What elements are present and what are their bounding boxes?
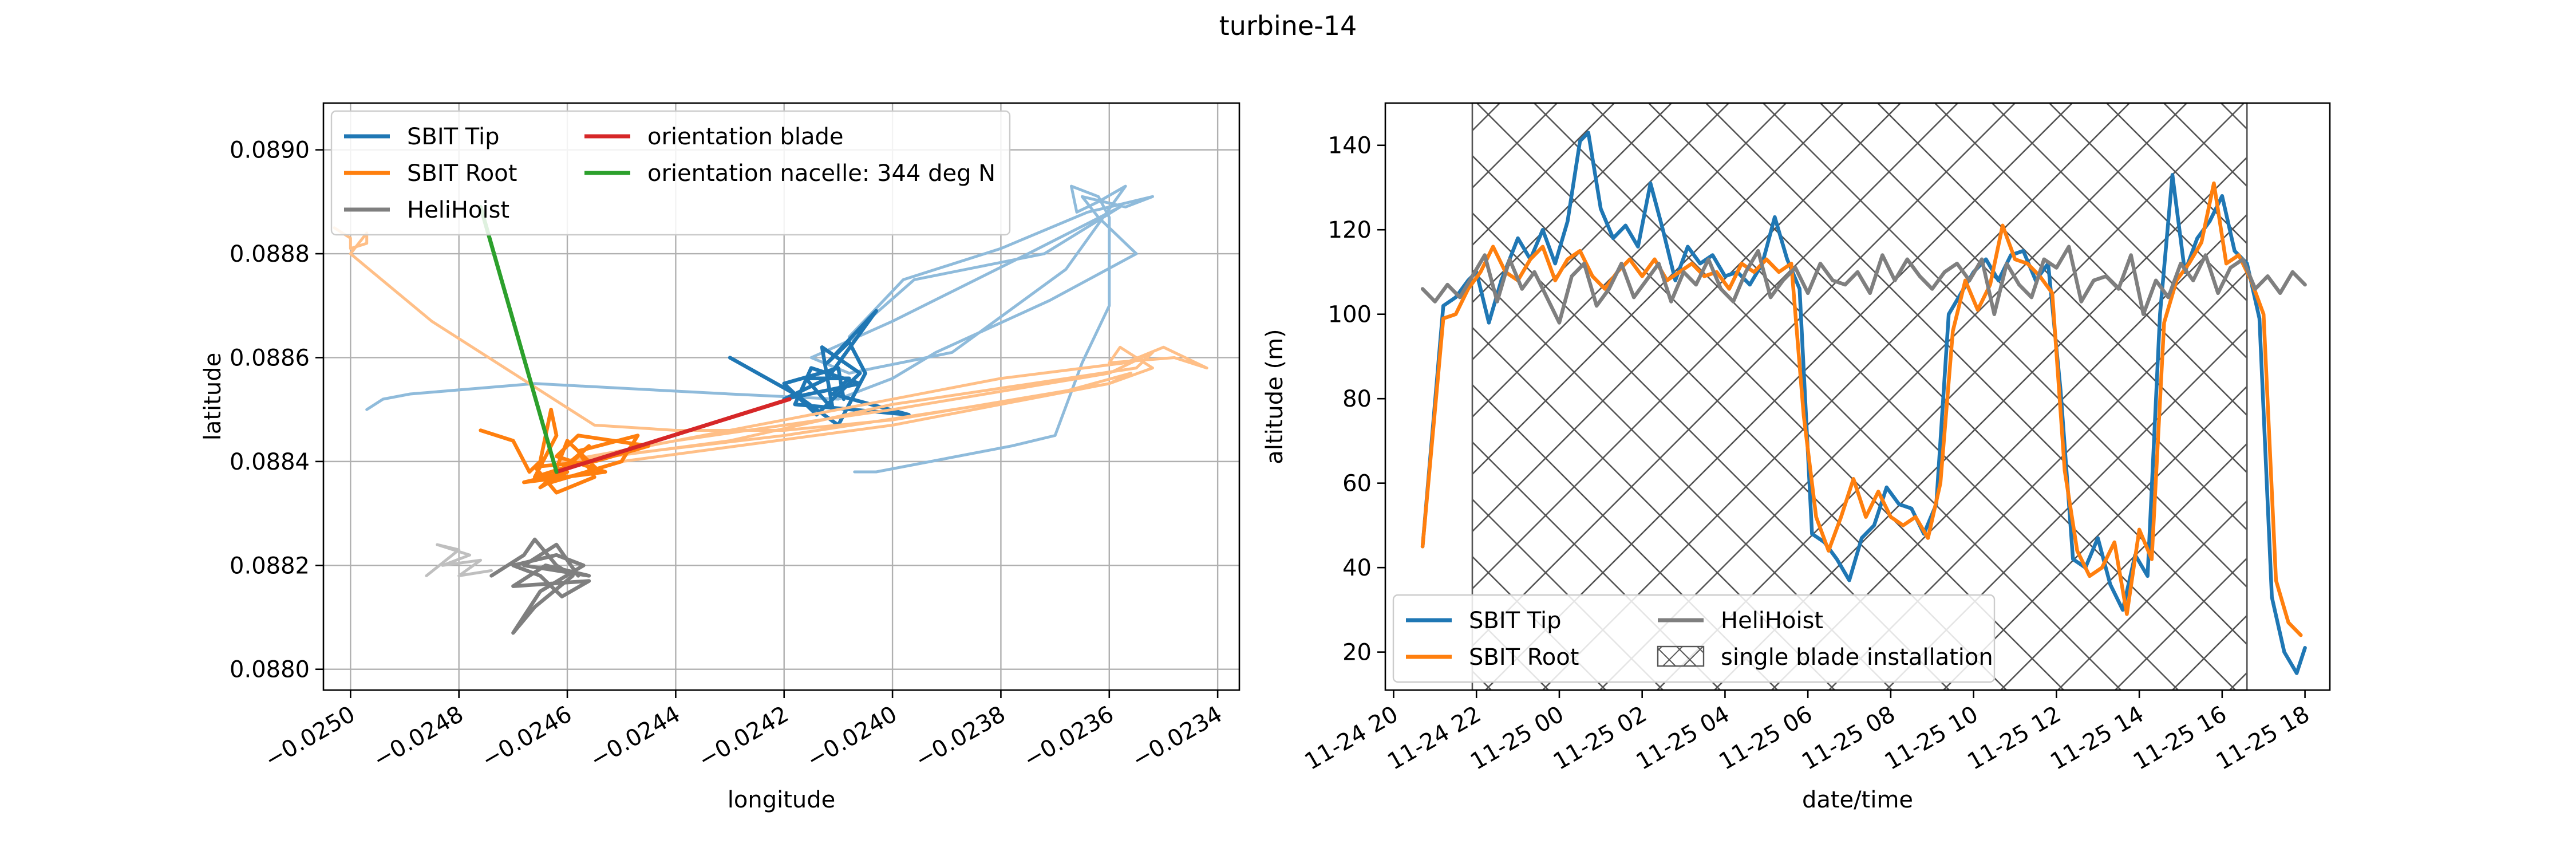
legend: SBIT Tip SBIT Root HeliHoist single blade i… <box>1392 594 1996 683</box>
series-line-sbit-tip-faded <box>365 184 1154 474</box>
legend-box <box>330 110 1011 236</box>
x-tick-label: −0.0248 <box>369 701 468 774</box>
y-tick-label: 20 <box>1342 640 1372 666</box>
legend-label-sbit-tip: SBIT Tip <box>407 124 499 150</box>
series-line-sbit-root-faded <box>333 226 1208 463</box>
legend-label-sbit-tip: SBIT Tip <box>1469 608 1561 634</box>
span-single-blade-installation <box>1471 102 2248 691</box>
x-tick-label: 11-25 02 <box>1549 701 1652 775</box>
legend-label-single-blade-installation: single blade installation <box>1721 644 1993 671</box>
x-tick-label: 11-25 14 <box>2046 701 2148 775</box>
axes-frame <box>322 102 1240 691</box>
x-axis-label: date/time <box>1802 787 1913 813</box>
series-line-sbit-root <box>1420 181 2303 637</box>
x-tick-label: 11-25 08 <box>1797 701 1900 775</box>
x-tick-label: −0.0244 <box>586 701 685 774</box>
y-axis-label: altitude (m) <box>1262 329 1288 464</box>
map-axes: −0.0250 −0.0248 −0.0246 −0.0244 −0.0242 −0.02… <box>200 102 1240 813</box>
x-tick-label: −0.0234 <box>1128 701 1227 774</box>
y-tick-label: 0.0880 <box>230 657 310 683</box>
legend-box <box>1392 594 1996 683</box>
y-tick-label: 60 <box>1342 471 1372 497</box>
axes-frame <box>1384 102 2331 691</box>
x-axis-label: longitude <box>728 787 835 813</box>
legend-label-orientation-blade: orientation blade <box>647 124 844 150</box>
y-tick-label: 0.0886 <box>230 345 310 371</box>
y-tick-label: 0.0890 <box>230 137 310 164</box>
legend-swatch-single-blade-installation <box>1657 645 1705 667</box>
y-axis-label: latitude <box>200 353 226 440</box>
x-tick-label: 11-25 18 <box>2212 701 2314 775</box>
series-group <box>1420 131 2307 675</box>
y-tick-label: 100 <box>1328 302 1372 328</box>
x-tick-label: −0.0250 <box>260 701 359 774</box>
x-tick-label: 11-25 00 <box>1466 701 1568 775</box>
series-line-helihoist <box>1420 245 2307 325</box>
x-tick-label: 11-25 04 <box>1631 701 1734 775</box>
x-tick-label: −0.0246 <box>477 701 576 774</box>
x-tick-label: 11-25 16 <box>2129 701 2231 775</box>
legend: SBIT Tip SBIT Root HeliHoist orientation bl… <box>330 110 1011 236</box>
x-tick-label: 11-24 22 <box>1383 701 1485 775</box>
y-tick-label: 0.0884 <box>230 449 310 475</box>
y-tick-label: 40 <box>1342 555 1372 581</box>
legend-label-orientation-nacelle-344-deg-n: orientation nacelle: 344 deg N <box>647 160 995 187</box>
x-tick-label: 11-25 10 <box>1880 701 1983 775</box>
series-line-orientation-blade <box>554 397 792 474</box>
x-tick-label: −0.0240 <box>803 701 902 774</box>
y-tick-label: 0.0888 <box>230 241 310 267</box>
series-line-helihoist-faded <box>425 543 493 577</box>
x-tick-label: 11-25 06 <box>1714 701 1817 775</box>
x-tick-label: 11-25 12 <box>1963 701 2065 775</box>
legend-label-sbit-root: SBIT Root <box>407 160 517 187</box>
legend-label-helihoist: HeliHoist <box>1721 608 1823 634</box>
legend-label-helihoist: HeliHoist <box>407 197 509 223</box>
legend-label-sbit-root: SBIT Root <box>1469 644 1579 671</box>
y-tick-label: 80 <box>1342 386 1372 412</box>
y-tick-label: 0.0882 <box>230 553 310 579</box>
x-tick-label: −0.0236 <box>1019 701 1118 774</box>
x-tick-label: −0.0242 <box>694 701 793 774</box>
series-line-sbit-tip <box>728 309 911 427</box>
y-tick-label: 140 <box>1328 133 1372 159</box>
series-group <box>333 184 1208 635</box>
x-tick-label: −0.0238 <box>911 701 1010 774</box>
figure-title: turbine-14 <box>1219 10 1357 41</box>
series-line-helihoist <box>489 537 591 635</box>
x-tick-label: 11-24 20 <box>1301 701 1403 775</box>
series-line-orientation-nacelle-344-deg-n <box>479 204 559 474</box>
y-tick-label: 120 <box>1328 217 1372 243</box>
